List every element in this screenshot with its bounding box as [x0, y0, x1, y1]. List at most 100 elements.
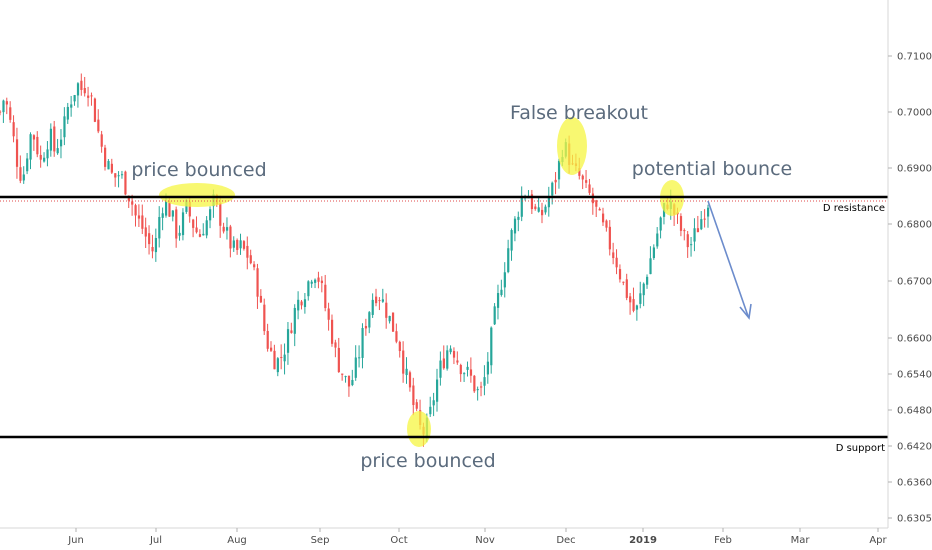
- candle-body: [161, 213, 164, 218]
- candle-body: [12, 122, 15, 137]
- candle-body: [124, 171, 127, 195]
- candle-body: [97, 119, 100, 132]
- candle-body: [5, 101, 8, 105]
- candle-body: [219, 202, 222, 226]
- candle-body: [341, 373, 344, 375]
- candle-body: [490, 327, 493, 366]
- candle-body: [253, 264, 256, 268]
- candle-body: [344, 376, 347, 378]
- candle-body: [703, 218, 706, 220]
- candle-body: [615, 257, 618, 268]
- candle-body: [402, 350, 405, 374]
- candle-body: [236, 239, 239, 250]
- candle-body: [683, 230, 686, 232]
- candle-body: [303, 299, 307, 308]
- candle-body: [408, 372, 412, 388]
- candle-body: [690, 244, 693, 246]
- x-tick-label: Apr: [869, 535, 887, 546]
- candle-body: [114, 173, 117, 178]
- candle-body: [39, 154, 42, 160]
- candle-body: [280, 357, 283, 359]
- candle-body: [286, 329, 290, 353]
- candle-body: [83, 88, 86, 94]
- resistance-label: D resistance: [823, 203, 885, 214]
- candle-body: [178, 232, 181, 236]
- x-tick-label: 2019: [629, 535, 657, 546]
- candle-body: [120, 174, 124, 176]
- candle-body: [19, 167, 22, 181]
- candle-body: [361, 328, 364, 358]
- candle-body: [679, 216, 683, 231]
- candle-body: [435, 379, 439, 402]
- candle-body: [22, 174, 25, 181]
- candle-body: [520, 195, 523, 217]
- candle-body: [686, 234, 689, 248]
- candle-body: [371, 299, 374, 315]
- support-label: D support: [836, 443, 885, 454]
- candle-body: [364, 325, 368, 329]
- candle-body: [578, 168, 581, 176]
- x-tick-label: Aug: [227, 535, 247, 546]
- candle-body: [469, 369, 473, 376]
- candle-body: [104, 147, 107, 167]
- annotation-label: potential bounce: [632, 158, 792, 180]
- candle-body: [351, 379, 354, 386]
- annotation-label: False breakout: [510, 102, 648, 124]
- candle-body: [581, 175, 584, 180]
- candle-body: [15, 139, 19, 167]
- candle-body: [639, 293, 642, 304]
- candle-body: [632, 299, 635, 311]
- candle-body: [117, 175, 120, 177]
- candle-body: [551, 182, 554, 196]
- candle-body: [198, 234, 202, 237]
- candle-body: [612, 252, 615, 259]
- candle-body: [347, 375, 351, 387]
- highlight-ellipse: [159, 183, 235, 207]
- candle-body: [307, 281, 310, 297]
- highlight-ellipse: [407, 411, 431, 447]
- candle-body: [439, 360, 442, 378]
- candle-body: [412, 385, 415, 406]
- candle-body: [646, 276, 649, 285]
- candle-body: [263, 304, 266, 332]
- candle-body: [405, 368, 408, 376]
- candle-body: [625, 279, 628, 298]
- candle-body: [324, 284, 327, 309]
- candle-body: [168, 201, 171, 217]
- candle-body: [696, 228, 700, 233]
- x-tick-label: Nov: [475, 535, 495, 546]
- annotation-label: price bounced: [360, 450, 495, 472]
- candle-body: [432, 400, 435, 406]
- candle-body: [459, 364, 462, 375]
- candle-body: [618, 269, 622, 280]
- candle-body: [534, 206, 537, 209]
- candle-body: [144, 227, 147, 237]
- candle-body: [202, 233, 205, 236]
- annotations: price bounced False breakout potential bou…: [131, 102, 792, 472]
- candle-body: [496, 293, 500, 308]
- forecast-arrowhead: [739, 303, 752, 320]
- candle-body: [605, 220, 608, 228]
- candle-body: [358, 357, 361, 359]
- candle-body: [141, 215, 144, 229]
- candle-body: [249, 255, 252, 264]
- candle-body: [32, 135, 36, 140]
- candle-body: [43, 157, 46, 162]
- candle-body: [595, 200, 598, 207]
- candle-body: [659, 217, 662, 231]
- x-tick-label: Oct: [390, 535, 407, 546]
- candle-body: [283, 354, 286, 362]
- candle-body: [259, 295, 263, 303]
- candle-body: [0, 111, 2, 113]
- highlight-ellipse: [557, 117, 587, 175]
- candle-body: [205, 220, 208, 236]
- candle-body: [473, 375, 476, 392]
- candle-body: [70, 104, 73, 108]
- candle-body: [9, 107, 12, 120]
- candle-body: [276, 358, 279, 373]
- candle-body: [76, 83, 80, 96]
